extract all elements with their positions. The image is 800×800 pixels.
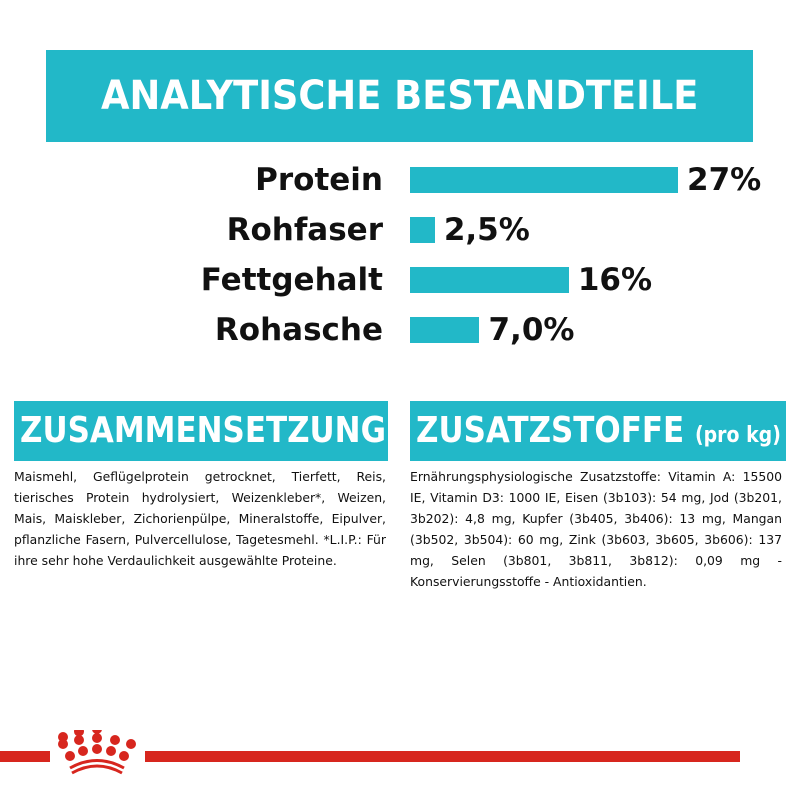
title-banner: ANALYTISCHE BESTANDTEILE xyxy=(46,50,753,142)
royal-canin-crown-logo xyxy=(58,730,136,775)
composition-text: Maismehl, Geflügelprotein getrocknet, Ti… xyxy=(14,469,386,568)
nutrient-row-rohfaser: Rohfaser 2,5% xyxy=(0,210,800,250)
nutrient-bar xyxy=(410,167,678,193)
nutrient-value: 27% xyxy=(687,162,762,198)
additives-heading-box: ZUSATZSTOFFE (pro kg) xyxy=(410,401,786,461)
nutrient-row-rohasche: Rohasche 7,0% xyxy=(0,310,800,350)
additives-heading-unit: (pro kg) xyxy=(694,423,781,448)
nutrient-label: Rohasche xyxy=(214,312,383,348)
nutrient-bar xyxy=(410,267,569,293)
nutrient-bar xyxy=(410,217,435,243)
nutrient-row-protein: Protein 27% xyxy=(0,160,800,200)
brand-line-left xyxy=(0,751,50,762)
nutrient-row-fettgehalt: Fettgehalt 16% xyxy=(0,260,800,300)
nutrient-value: 2,5% xyxy=(443,212,530,248)
page-title: ANALYTISCHE BESTANDTEILE xyxy=(100,73,699,119)
brand-line-right xyxy=(145,751,740,762)
nutrient-label: Rohfaser xyxy=(226,212,383,248)
nutrient-value: 7,0% xyxy=(488,312,575,348)
nutrient-label: Protein xyxy=(255,162,383,198)
additives-heading: ZUSATZSTOFFE xyxy=(416,410,685,451)
composition-heading: ZUSAMMENSETZUNG xyxy=(20,410,387,451)
nutrient-bar xyxy=(410,317,480,343)
composition-heading-box: ZUSAMMENSETZUNG xyxy=(14,401,388,461)
nutrient-value: 16% xyxy=(577,262,653,298)
additives-text: Ernährungsphysiologische Zusatzstoffe: V… xyxy=(410,469,782,589)
nutrient-label: Fettgehalt xyxy=(200,262,383,298)
